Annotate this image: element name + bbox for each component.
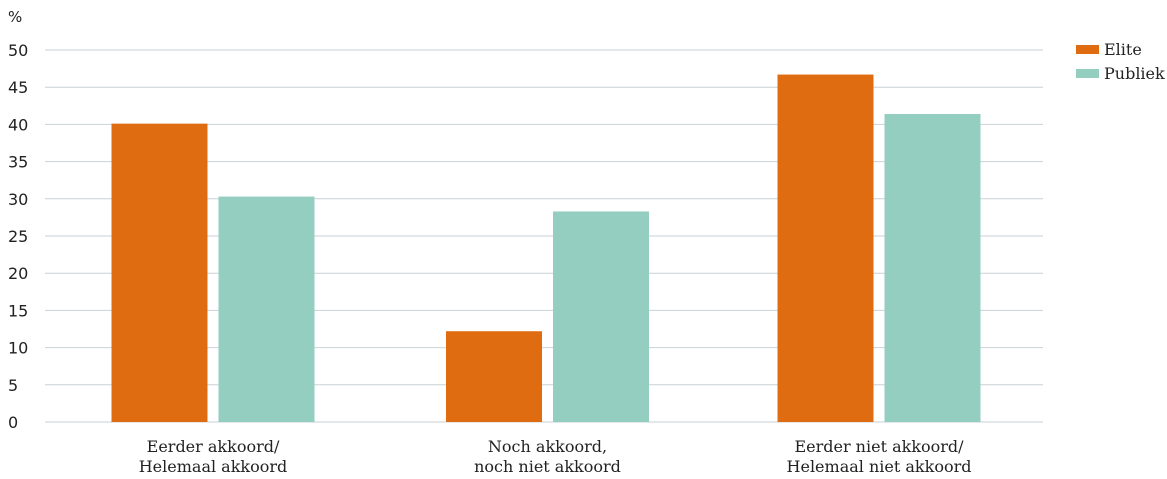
bar-elite-2	[446, 331, 542, 422]
x-category-label: Noch akkoord,	[488, 437, 607, 456]
legend-swatch-publiek	[1076, 69, 1099, 78]
legend: Elite Publiek	[1076, 40, 1165, 83]
x-category-label: Helemaal akkoord	[139, 457, 288, 476]
y-tick-label: 25	[8, 227, 28, 246]
legend-label-publiek: Publiek	[1104, 64, 1165, 83]
bar-elite-1	[111, 123, 208, 422]
x-category-label: Helemaal niet akkoord	[787, 457, 972, 476]
y-axis: % 0 5 10 15 20 25 30 35 40 45 50	[8, 8, 28, 432]
x-axis: Eerder akkoord/Helemaal akkoord Noch akko…	[139, 437, 972, 476]
bar-publiek-1	[218, 196, 315, 422]
bars	[111, 74, 981, 422]
y-tick-label: 35	[8, 153, 28, 172]
bar-publiek-2	[553, 211, 649, 422]
y-tick-label: 0	[8, 413, 18, 432]
bar-publiek-3	[884, 113, 981, 422]
y-tick-label: 20	[8, 264, 28, 283]
legend-label-elite: Elite	[1104, 40, 1142, 59]
bar-elite-3	[777, 74, 874, 422]
y-tick-label: 30	[8, 190, 28, 209]
x-category-label: noch niet akkoord	[474, 457, 621, 476]
gridlines	[45, 49, 1043, 423]
y-tick-label: 5	[8, 376, 18, 395]
y-tick-label: 10	[8, 339, 28, 358]
y-axis-unit-label: %	[8, 8, 22, 26]
y-tick-label: 40	[8, 115, 28, 134]
legend-swatch-elite	[1076, 45, 1099, 54]
x-category-label: Eerder niet akkoord/	[794, 437, 964, 456]
y-tick-label: 15	[8, 301, 28, 320]
x-category-label: Eerder akkoord/	[147, 437, 280, 456]
y-tick-label: 50	[8, 41, 28, 60]
y-tick-label: 45	[8, 78, 28, 97]
